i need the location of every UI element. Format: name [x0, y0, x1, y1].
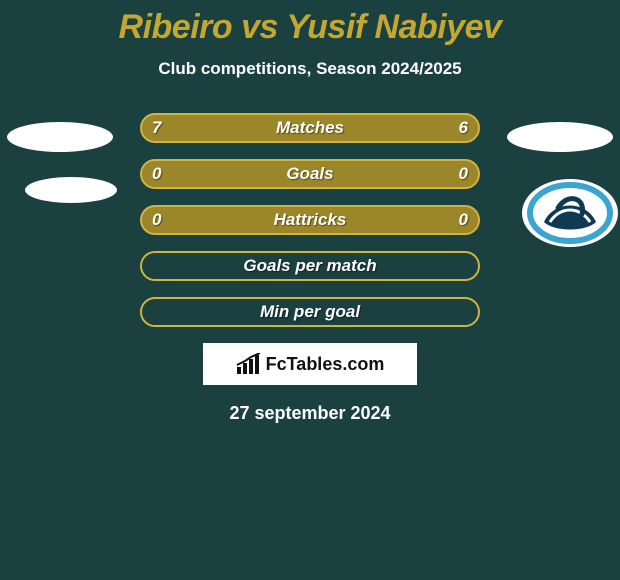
stat-right-value: 6 [459, 118, 468, 138]
stat-label: Hattricks [142, 210, 478, 230]
stat-right-value: 0 [459, 164, 468, 184]
stat-row: 0Goals0 [140, 159, 480, 189]
date-text: 27 september 2024 [0, 403, 620, 424]
brand-text: FcTables.com [266, 354, 385, 375]
page-title: Ribeiro vs Yusif Nabiyev [0, 0, 620, 47]
player1-club-logo-bottom [25, 177, 117, 203]
stat-label: Goals per match [142, 256, 478, 276]
brand-chart-icon [236, 353, 262, 375]
stat-label: Min per goal [142, 302, 478, 322]
stat-row: 7Matches6 [140, 113, 480, 143]
brand-box: FcTables.com [203, 343, 417, 385]
infographic-container: Ribeiro vs Yusif Nabiyev Club competitio… [0, 0, 620, 580]
stat-right-value: 0 [459, 210, 468, 230]
player2-club-logo-bottom [520, 178, 620, 248]
stat-label: Goals [142, 164, 478, 184]
stat-row: Min per goal [140, 297, 480, 327]
subtitle: Club competitions, Season 2024/2025 [0, 59, 620, 79]
stat-row: Goals per match [140, 251, 480, 281]
stat-left-value: 7 [152, 118, 161, 138]
player1-club-logo-top [7, 122, 113, 152]
player2-club-logo-top [507, 122, 613, 152]
club-badge-icon [520, 178, 620, 248]
stat-label: Matches [142, 118, 478, 138]
stat-left-value: 0 [152, 164, 161, 184]
stat-left-value: 0 [152, 210, 161, 230]
stat-row: 0Hattricks0 [140, 205, 480, 235]
